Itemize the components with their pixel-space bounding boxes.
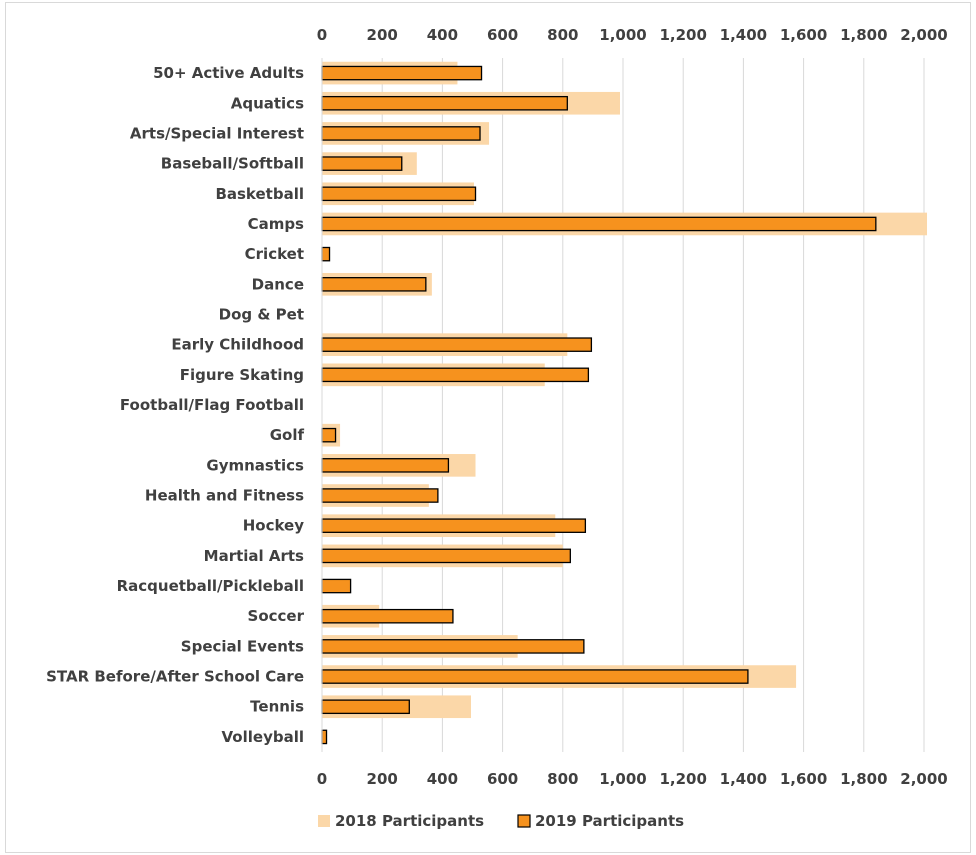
x-tick-label-top: 1,200 (659, 26, 706, 44)
bar-2019 (321, 367, 590, 383)
x-tick-label-top: 600 (487, 26, 518, 44)
x-tick-label-bottom: 1,000 (599, 770, 646, 788)
legend-swatch-2019 (517, 814, 531, 828)
category-label: Volleyball (222, 728, 304, 746)
bar-2019 (321, 699, 410, 715)
category-label: Aquatics (231, 94, 304, 112)
legend-label-2019: 2019 Participants (535, 812, 684, 830)
bar-2019 (321, 669, 749, 684)
bar-2019 (321, 65, 483, 81)
bar-2019 (321, 246, 331, 262)
x-tick-label-top: 400 (427, 26, 458, 44)
category-label: Soccer (248, 607, 305, 625)
x-tick-label-bottom: 200 (367, 770, 398, 788)
category-label: Hockey (243, 517, 304, 535)
x-tick-label-top: 1,400 (720, 26, 767, 44)
category-label: Basketball (215, 185, 304, 203)
x-tick-label-bottom: 400 (427, 770, 458, 788)
category-label: STAR Before/After School Care (46, 668, 304, 686)
x-tick-label-top: 1,800 (840, 26, 887, 44)
bar-2019 (321, 458, 450, 473)
bar-2019 (321, 277, 427, 292)
bar-2019 (321, 216, 877, 232)
x-tick-label-bottom: 1,200 (659, 770, 706, 788)
x-tick-label-top: 1,000 (599, 26, 646, 44)
category-label: Figure Skating (180, 366, 304, 384)
bar-2019 (321, 639, 585, 654)
x-tick-label-top: 1,600 (780, 26, 827, 44)
category-label: Martial Arts (204, 547, 304, 565)
category-label: Baseball/Softball (161, 155, 304, 173)
bar-2019 (321, 578, 352, 594)
x-tick-label-bottom: 0 (317, 770, 327, 788)
bar-2019 (321, 729, 328, 745)
bar-2019 (321, 608, 454, 624)
x-tick-label-top: 200 (367, 26, 398, 44)
category-label: Cricket (245, 245, 304, 263)
x-tick-label-bottom: 1,600 (780, 770, 827, 788)
bar-2019 (321, 186, 477, 202)
x-tick-label-top: 2,000 (900, 26, 947, 44)
category-label: Dance (252, 275, 304, 293)
category-label: 50+ Active Adults (153, 64, 304, 82)
x-tick-label-bottom: 1,400 (720, 770, 767, 788)
category-label: Football/Flag Football (120, 396, 304, 414)
legend-swatch-2018 (318, 815, 330, 827)
bar-2019 (321, 95, 568, 111)
bar-2019 (321, 337, 593, 352)
category-label: Racquetball/Pickleball (117, 577, 304, 595)
legend-label-2018: 2018 Participants (335, 812, 484, 830)
x-tick-label-bottom: 800 (547, 770, 578, 788)
bar-2019 (321, 156, 403, 171)
x-tick-label-bottom: 1,800 (840, 770, 887, 788)
category-label: Special Events (181, 637, 304, 655)
category-label: Golf (270, 426, 305, 444)
x-tick-label-top: 800 (547, 26, 578, 44)
x-tick-label-bottom: 2,000 (900, 770, 947, 788)
bar-2019 (321, 488, 439, 503)
bar-2019 (321, 427, 337, 443)
category-label: Gymnastics (206, 456, 304, 474)
category-label: Early Childhood (171, 336, 304, 354)
category-label: Health and Fitness (145, 487, 304, 505)
bar-2019 (321, 548, 571, 564)
category-label: Tennis (250, 698, 304, 716)
x-tick-label-bottom: 600 (487, 770, 518, 788)
x-tick-label-top: 0 (317, 26, 327, 44)
category-label: Dog & Pet (219, 305, 304, 323)
bar-2019 (321, 518, 587, 533)
category-label: Camps (248, 215, 304, 233)
bar-2019 (321, 126, 481, 141)
category-label: Arts/Special Interest (130, 124, 304, 142)
